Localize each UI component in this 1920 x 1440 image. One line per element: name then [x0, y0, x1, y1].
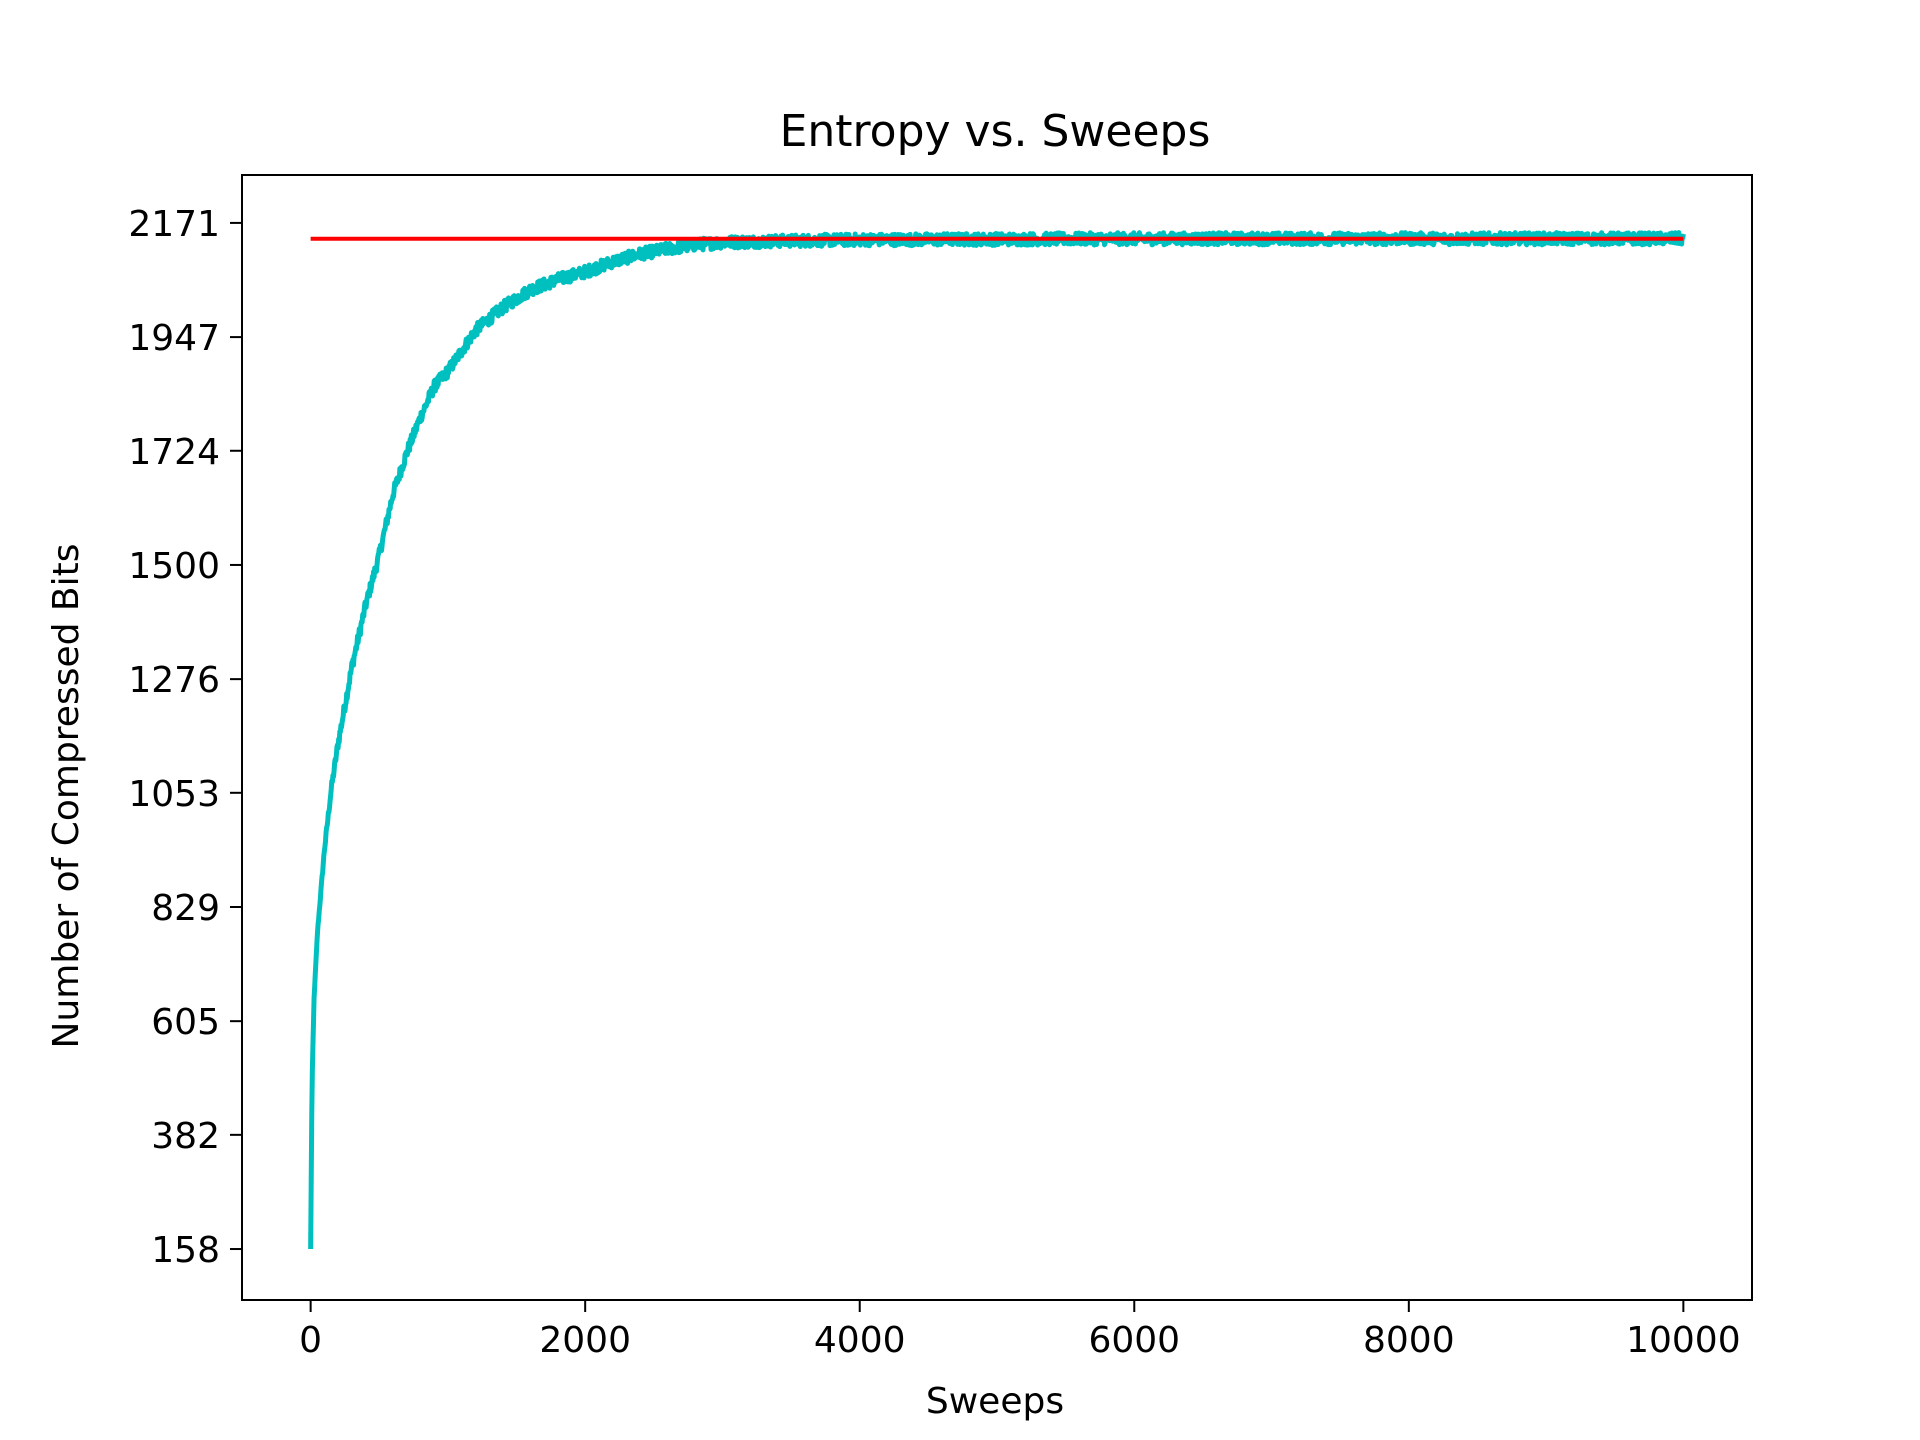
y-tick-label: 1053 — [128, 774, 220, 815]
x-tick-label: 4000 — [814, 1320, 906, 1361]
y-axis-label: Number of Compressed Bits — [46, 544, 87, 1049]
y-tick-label: 829 — [151, 888, 220, 929]
y-tick-label: 2171 — [128, 204, 220, 245]
series-layer — [308, 230, 1686, 1250]
y-tick-label: 1724 — [128, 432, 220, 473]
y-tick-label: 1500 — [128, 546, 220, 587]
y-axis-ticks: 158 382 605 829 1053 1276 1500 1724 1947 2171 — [128, 204, 242, 1271]
x-tick-label: 2000 — [539, 1320, 631, 1361]
y-tick-label: 1947 — [128, 318, 220, 359]
y-tick-label: 382 — [151, 1116, 220, 1157]
x-axis-ticks: 0 2000 4000 6000 8000 10000 — [299, 1300, 1741, 1361]
x-tick-label: 8000 — [1363, 1320, 1455, 1361]
x-axis-label: Sweeps — [926, 1381, 1064, 1422]
y-tick-label: 1276 — [128, 660, 220, 701]
x-tick-label: 0 — [299, 1320, 322, 1361]
x-tick-label: 10000 — [1626, 1320, 1741, 1361]
x-tick-label: 6000 — [1088, 1320, 1180, 1361]
axes-frame — [241, 174, 1753, 1301]
plot-area — [241, 174, 1753, 1301]
y-tick-label: 158 — [151, 1230, 220, 1271]
chart-title: Entropy vs. Sweeps — [780, 106, 1211, 157]
y-tick-label: 605 — [151, 1002, 220, 1043]
